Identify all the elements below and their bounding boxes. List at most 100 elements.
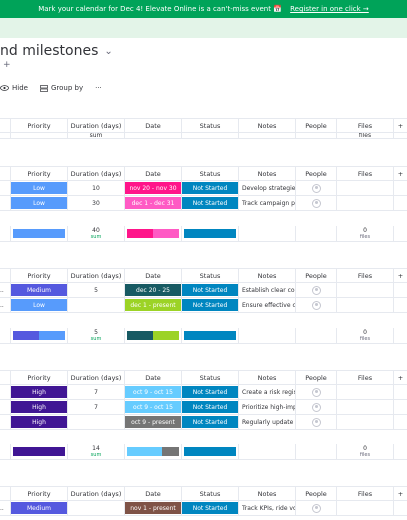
board-title[interactable]: nd milestones ⌄ [0, 41, 113, 61]
notes-cell[interactable]: Develop strategies ... [238, 181, 295, 195]
people-cell[interactable] [295, 400, 336, 414]
people-cell[interactable] [295, 181, 336, 195]
date-cell[interactable]: dec 20 - 25 [124, 283, 181, 297]
column-header-files[interactable]: Files [336, 167, 393, 180]
column-header-date[interactable]: Date [124, 371, 181, 384]
status-cell[interactable]: Not Started [181, 400, 238, 414]
notes-cell[interactable]: Prioritize high-impa... [238, 400, 295, 414]
notes-cell[interactable]: Ensure effective co... [238, 298, 295, 312]
priority-cell[interactable]: Medium [10, 283, 67, 297]
add-column-button[interactable]: + [393, 167, 407, 180]
column-header-date[interactable]: Date [124, 487, 181, 500]
column-header-status[interactable]: Status [181, 487, 238, 500]
files-cell[interactable] [336, 196, 393, 210]
duration-cell[interactable] [67, 501, 124, 515]
files-cell[interactable] [336, 385, 393, 399]
date-cell[interactable]: oct 9 - present [124, 415, 181, 429]
column-header-files[interactable]: Files [336, 269, 393, 282]
notes-cell[interactable]: Create a risk regist... [238, 385, 295, 399]
column-header-people[interactable]: People [295, 371, 336, 384]
date-cell[interactable]: oct 9 - oct 15 [124, 400, 181, 414]
date-cell[interactable]: nov 1 - present [124, 501, 181, 515]
people-cell[interactable] [295, 196, 336, 210]
people-cell[interactable] [295, 415, 336, 429]
column-header-date[interactable]: Date [124, 167, 181, 180]
item-name-truncated[interactable]: .. [0, 301, 4, 309]
column-header-people[interactable]: People [295, 269, 336, 282]
priority-cell[interactable]: High [10, 415, 67, 429]
priority-cell[interactable]: Medium [10, 501, 67, 515]
column-header-duration[interactable]: Duration (days) [67, 371, 124, 384]
register-link[interactable]: Register in one click → [290, 5, 369, 13]
notes-cell[interactable]: Regularly update th... [238, 415, 295, 429]
status-cell[interactable]: Not Started [181, 415, 238, 429]
duration-cell[interactable]: 10 [67, 181, 124, 195]
column-header-duration[interactable]: Duration (days) [67, 167, 124, 180]
column-header-files[interactable]: Files [336, 371, 393, 384]
status-cell[interactable]: Not Started [181, 181, 238, 195]
duration-cell[interactable] [67, 298, 124, 312]
column-header-status[interactable]: Status [181, 371, 238, 384]
add-column-button[interactable]: + [393, 269, 407, 282]
column-header-status[interactable]: Status [181, 119, 238, 132]
status-cell[interactable]: Not Started [181, 385, 238, 399]
priority-cell[interactable]: High [10, 385, 67, 399]
column-header-files[interactable]: Files [336, 487, 393, 500]
add-column-button[interactable]: + [393, 371, 407, 384]
chevron-down-icon[interactable]: ⌄ [104, 45, 113, 57]
status-cell[interactable]: Not Started [181, 196, 238, 210]
column-header-date[interactable]: Date [124, 269, 181, 282]
files-cell[interactable] [336, 298, 393, 312]
duration-cell[interactable] [67, 415, 124, 429]
column-header-notes[interactable]: Notes [238, 167, 295, 180]
more-options-icon[interactable]: ··· [95, 84, 102, 92]
status-cell[interactable]: Not Started [181, 298, 238, 312]
column-header-people[interactable]: People [295, 167, 336, 180]
column-header-priority[interactable]: Priority [10, 371, 67, 384]
column-header-duration[interactable]: Duration (days) [67, 269, 124, 282]
column-header-notes[interactable]: Notes [238, 487, 295, 500]
notes-cell[interactable]: Track KPIs, ride volu... [238, 501, 295, 515]
priority-cell[interactable]: Low [10, 181, 67, 195]
status-cell[interactable]: Not Started [181, 501, 238, 515]
column-header-duration[interactable]: Duration (days) [67, 119, 124, 132]
files-cell[interactable] [336, 501, 393, 515]
column-header-people[interactable]: People [295, 119, 336, 132]
date-cell[interactable]: dec 1 - dec 31 [124, 196, 181, 210]
files-cell[interactable] [336, 415, 393, 429]
date-cell[interactable]: oct 9 - oct 15 [124, 385, 181, 399]
duration-cell[interactable]: 7 [67, 400, 124, 414]
duration-cell[interactable]: 30 [67, 196, 124, 210]
priority-cell[interactable]: High [10, 400, 67, 414]
date-cell[interactable]: dec 1 - present [124, 298, 181, 312]
add-column-button[interactable]: + [393, 487, 407, 500]
add-column-button[interactable]: + [393, 119, 407, 132]
status-cell[interactable]: Not Started [181, 283, 238, 297]
item-name-truncated[interactable]: .. [0, 286, 4, 294]
people-cell[interactable] [295, 298, 336, 312]
column-header-duration[interactable]: Duration (days) [67, 487, 124, 500]
notes-cell[interactable]: Establish clear com... [238, 283, 295, 297]
priority-cell[interactable]: Low [10, 298, 67, 312]
people-cell[interactable] [295, 385, 336, 399]
people-cell[interactable] [295, 283, 336, 297]
column-header-notes[interactable]: Notes [238, 371, 295, 384]
column-header-notes[interactable]: Notes [238, 119, 295, 132]
column-header-priority[interactable]: Priority [10, 487, 67, 500]
item-name-truncated[interactable]: .. [0, 504, 4, 512]
column-header-date[interactable]: Date [124, 119, 181, 132]
column-header-priority[interactable]: Priority [10, 119, 67, 132]
files-cell[interactable] [336, 400, 393, 414]
column-header-status[interactable]: Status [181, 167, 238, 180]
column-header-files[interactable]: Files [336, 119, 393, 132]
column-header-priority[interactable]: Priority [10, 269, 67, 282]
column-header-people[interactable]: People [295, 487, 336, 500]
people-cell[interactable] [295, 501, 336, 515]
notes-cell[interactable]: Track campaign per... [238, 196, 295, 210]
group-by-button[interactable]: Group by [40, 84, 83, 92]
add-view-button[interactable]: + [3, 60, 11, 70]
date-cell[interactable]: nov 20 - nov 30 [124, 181, 181, 195]
column-header-notes[interactable]: Notes [238, 269, 295, 282]
files-cell[interactable] [336, 283, 393, 297]
files-cell[interactable] [336, 181, 393, 195]
